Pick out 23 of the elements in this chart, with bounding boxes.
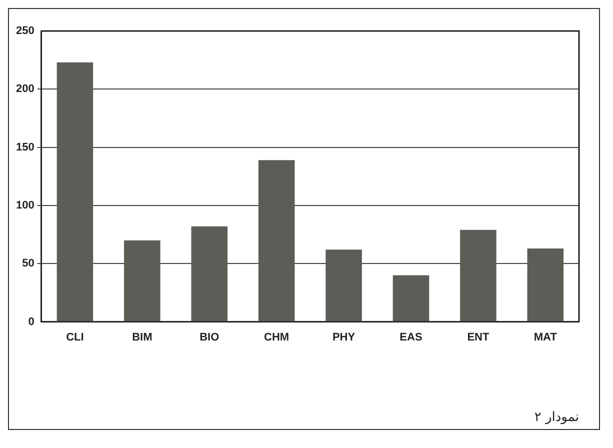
y-tick-label: 150 <box>16 141 34 154</box>
x-tick-label: CLI <box>66 331 84 344</box>
bar <box>392 275 430 322</box>
y-tick-label: 100 <box>16 200 34 212</box>
bar <box>56 62 94 322</box>
x-tick-label: PHY <box>332 331 356 344</box>
y-tick-label: 0 <box>28 316 34 328</box>
x-tick-label: EAS <box>400 331 422 344</box>
bar <box>460 230 496 322</box>
y-tick-label: 50 <box>22 258 34 270</box>
x-tick-label: MAT <box>534 331 558 344</box>
y-tick-label: 200 <box>16 83 34 96</box>
bar <box>326 250 362 322</box>
y-tick-label: 250 <box>16 25 34 38</box>
x-tick-label: BIO <box>200 331 220 344</box>
text: نمودار ۲ <box>534 410 579 425</box>
bar <box>191 226 228 322</box>
bar <box>527 248 564 322</box>
x-tick-label: BIM <box>132 331 152 344</box>
x-tick-label: CHM <box>264 331 290 344</box>
x-tick-label: ENT <box>467 331 490 344</box>
bar <box>124 240 160 322</box>
bar <box>258 160 295 322</box>
